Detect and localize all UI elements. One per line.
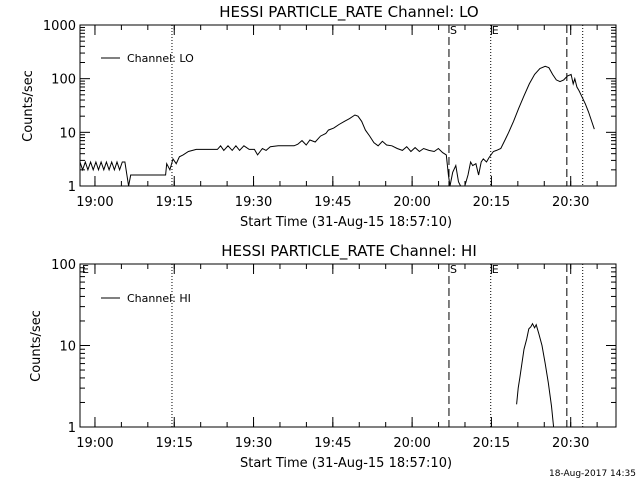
x-tick-label: 19:15: [156, 195, 193, 210]
hi-plot-frame: [79, 263, 617, 428]
x-tick-label: 20:30: [552, 436, 589, 451]
y-tick-label: 1: [68, 180, 76, 195]
time-marker-label: E: [492, 24, 499, 37]
y-tick-label: 1: [68, 421, 76, 436]
x-tick-label: 19:00: [76, 195, 113, 210]
time-marker-label: S: [450, 24, 457, 37]
hi-legend: Channel: HI: [101, 292, 191, 305]
lo-x-axis-label: Start Time (31-Aug-15 18:57:10): [240, 215, 452, 230]
hi-y-axis-label: Counts/sec: [29, 310, 44, 382]
x-tick-label: 19:30: [235, 195, 272, 210]
hi-x-tick-labels: 19:00 19:15 19:30 19:45 20:00 20:15 20:30: [76, 436, 589, 451]
lo-legend-label: Channel: LO: [127, 52, 194, 65]
x-tick-label: 19:30: [235, 436, 272, 451]
x-tick-label: 19:45: [314, 195, 351, 210]
x-tick-label: 20:15: [473, 436, 510, 451]
x-tick-label: 19:00: [76, 436, 113, 451]
lo-y-tick-labels: 1 10 100 1000: [43, 19, 76, 195]
lo-legend: Channel: LO: [101, 52, 194, 65]
lo-x-tick-labels: 19:00 19:15 19:30 19:45 20:00 20:15 20:30: [76, 195, 589, 210]
hi-series-layer: [516, 322, 555, 428]
x-tick-label: 19:45: [314, 436, 351, 451]
y-tick-label: 10: [59, 340, 76, 355]
lo-tick-marks: [80, 24, 616, 187]
y-tick-label: 10: [59, 126, 76, 141]
y-tick-label: 100: [51, 258, 76, 273]
footer-timestamp: 18-Aug-2017 14:35: [549, 469, 636, 479]
lo-plot-frame: [79, 24, 617, 187]
x-tick-label: 20:15: [473, 195, 510, 210]
x-tick-label: 20:00: [393, 436, 430, 451]
time-marker-label: E: [82, 263, 89, 276]
x-tick-label: 20:30: [552, 195, 589, 210]
hi-x-axis-label: Start Time (31-Aug-15 18:57:10): [240, 456, 452, 471]
y-tick-label: 1000: [43, 19, 76, 34]
y-tick-label: 100: [51, 73, 76, 88]
lo-y-axis-label: Counts/sec: [21, 70, 36, 142]
lo-series-layer: [79, 65, 595, 187]
lo-chart-title: HESSI PARTICLE_RATE Channel: LO: [219, 3, 478, 22]
hi-chart-title: HESSI PARTICLE_RATE Channel: HI: [221, 242, 477, 261]
series-line-hi: [516, 322, 555, 428]
time-marker-label: S: [450, 263, 457, 276]
x-tick-label: 20:00: [393, 195, 430, 210]
hi-legend-label: Channel: HI: [127, 292, 191, 305]
hi-y-tick-labels: 1 10 100: [51, 258, 76, 436]
series-line-lo: [79, 65, 595, 187]
time-marker-label: E: [492, 263, 499, 276]
x-tick-label: 19:15: [156, 436, 193, 451]
